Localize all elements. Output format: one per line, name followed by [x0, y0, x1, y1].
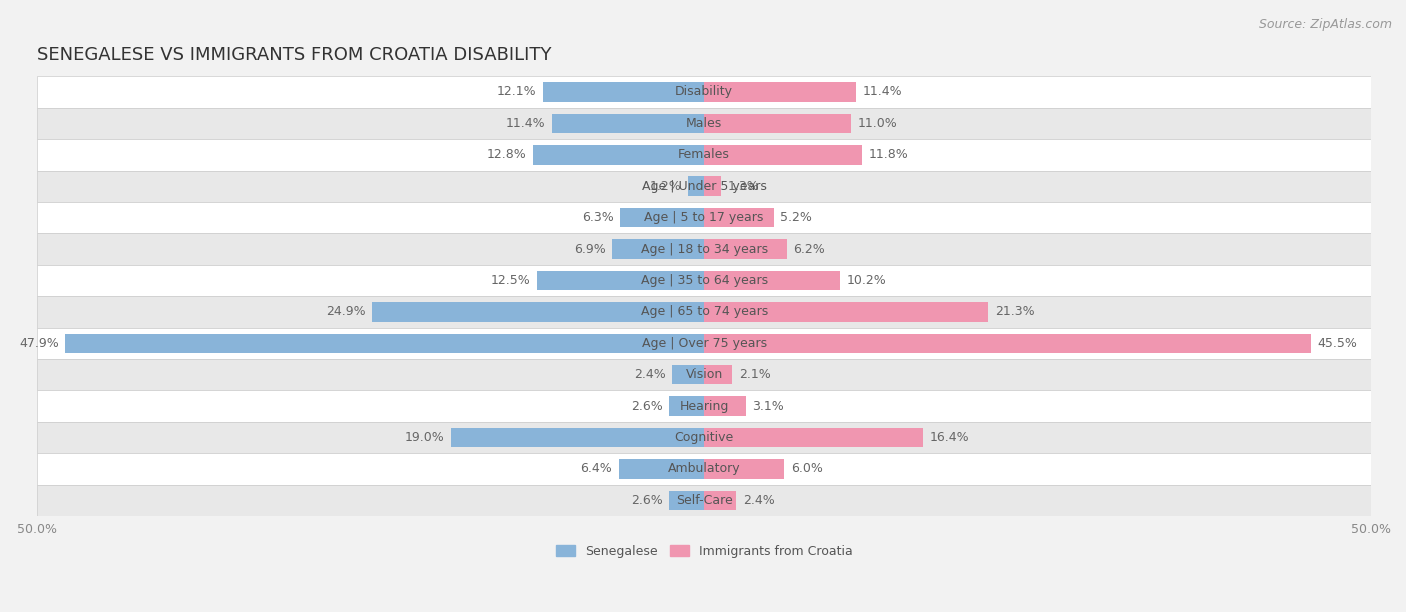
Bar: [704, 302, 988, 322]
Text: 1.2%: 1.2%: [650, 180, 682, 193]
FancyBboxPatch shape: [38, 327, 1371, 359]
FancyBboxPatch shape: [38, 453, 1371, 485]
Text: 16.4%: 16.4%: [929, 431, 969, 444]
FancyBboxPatch shape: [38, 296, 1371, 327]
Text: Hearing: Hearing: [679, 400, 728, 412]
Bar: [704, 82, 856, 102]
Bar: [620, 208, 704, 228]
Text: Age | Over 75 years: Age | Over 75 years: [641, 337, 766, 350]
Text: 1.3%: 1.3%: [728, 180, 759, 193]
Text: 6.3%: 6.3%: [582, 211, 613, 224]
Legend: Senegalese, Immigrants from Croatia: Senegalese, Immigrants from Croatia: [551, 540, 858, 562]
Text: 19.0%: 19.0%: [405, 431, 444, 444]
Bar: [451, 428, 704, 447]
Bar: [688, 176, 704, 196]
FancyBboxPatch shape: [38, 76, 1371, 108]
Bar: [704, 208, 773, 228]
Text: 6.2%: 6.2%: [793, 242, 825, 256]
Text: Self-Care: Self-Care: [676, 494, 733, 507]
Text: 5.2%: 5.2%: [780, 211, 813, 224]
Text: Disability: Disability: [675, 86, 733, 99]
Bar: [704, 365, 733, 384]
Bar: [704, 334, 1310, 353]
Bar: [619, 459, 704, 479]
Bar: [704, 459, 785, 479]
FancyBboxPatch shape: [38, 390, 1371, 422]
Text: 24.9%: 24.9%: [326, 305, 366, 318]
Text: 12.1%: 12.1%: [496, 86, 536, 99]
Text: Source: ZipAtlas.com: Source: ZipAtlas.com: [1258, 18, 1392, 31]
Text: Age | Under 5 years: Age | Under 5 years: [641, 180, 766, 193]
Bar: [543, 82, 704, 102]
Text: 2.4%: 2.4%: [742, 494, 775, 507]
Bar: [669, 491, 704, 510]
FancyBboxPatch shape: [38, 139, 1371, 171]
Text: Females: Females: [678, 148, 730, 162]
Text: Vision: Vision: [686, 368, 723, 381]
FancyBboxPatch shape: [38, 265, 1371, 296]
Text: 2.6%: 2.6%: [631, 494, 662, 507]
Bar: [669, 397, 704, 416]
Text: 2.6%: 2.6%: [631, 400, 662, 412]
Text: 11.4%: 11.4%: [506, 117, 546, 130]
Text: 12.5%: 12.5%: [491, 274, 531, 287]
Text: 10.2%: 10.2%: [846, 274, 887, 287]
FancyBboxPatch shape: [38, 359, 1371, 390]
Text: Males: Males: [686, 117, 723, 130]
Bar: [533, 145, 704, 165]
Bar: [65, 334, 704, 353]
Text: 6.4%: 6.4%: [581, 463, 612, 476]
Bar: [704, 176, 721, 196]
Bar: [553, 114, 704, 133]
FancyBboxPatch shape: [38, 233, 1371, 265]
Text: 11.8%: 11.8%: [868, 148, 908, 162]
FancyBboxPatch shape: [38, 171, 1371, 202]
Text: 21.3%: 21.3%: [995, 305, 1035, 318]
Text: Cognitive: Cognitive: [675, 431, 734, 444]
FancyBboxPatch shape: [38, 202, 1371, 233]
Text: 11.0%: 11.0%: [858, 117, 897, 130]
Bar: [373, 302, 704, 322]
Bar: [704, 491, 737, 510]
Bar: [704, 397, 745, 416]
Text: Age | 65 to 74 years: Age | 65 to 74 years: [641, 305, 768, 318]
Bar: [672, 365, 704, 384]
Text: Age | 18 to 34 years: Age | 18 to 34 years: [641, 242, 768, 256]
Bar: [704, 428, 922, 447]
FancyBboxPatch shape: [38, 485, 1371, 516]
Text: 2.4%: 2.4%: [634, 368, 665, 381]
Text: 45.5%: 45.5%: [1317, 337, 1358, 350]
Text: 11.4%: 11.4%: [863, 86, 903, 99]
Bar: [537, 271, 704, 290]
Text: 3.1%: 3.1%: [752, 400, 785, 412]
Bar: [704, 271, 841, 290]
FancyBboxPatch shape: [38, 108, 1371, 139]
Text: 2.1%: 2.1%: [738, 368, 770, 381]
Text: SENEGALESE VS IMMIGRANTS FROM CROATIA DISABILITY: SENEGALESE VS IMMIGRANTS FROM CROATIA DI…: [38, 46, 551, 64]
Text: 6.0%: 6.0%: [790, 463, 823, 476]
Text: Age | 35 to 64 years: Age | 35 to 64 years: [641, 274, 768, 287]
FancyBboxPatch shape: [38, 422, 1371, 453]
Bar: [704, 114, 851, 133]
Bar: [704, 145, 862, 165]
Bar: [612, 239, 704, 259]
Bar: [704, 239, 787, 259]
Text: Ambulatory: Ambulatory: [668, 463, 741, 476]
Text: 6.9%: 6.9%: [574, 242, 606, 256]
Text: Age | 5 to 17 years: Age | 5 to 17 years: [644, 211, 763, 224]
Text: 47.9%: 47.9%: [18, 337, 59, 350]
Text: 12.8%: 12.8%: [486, 148, 527, 162]
